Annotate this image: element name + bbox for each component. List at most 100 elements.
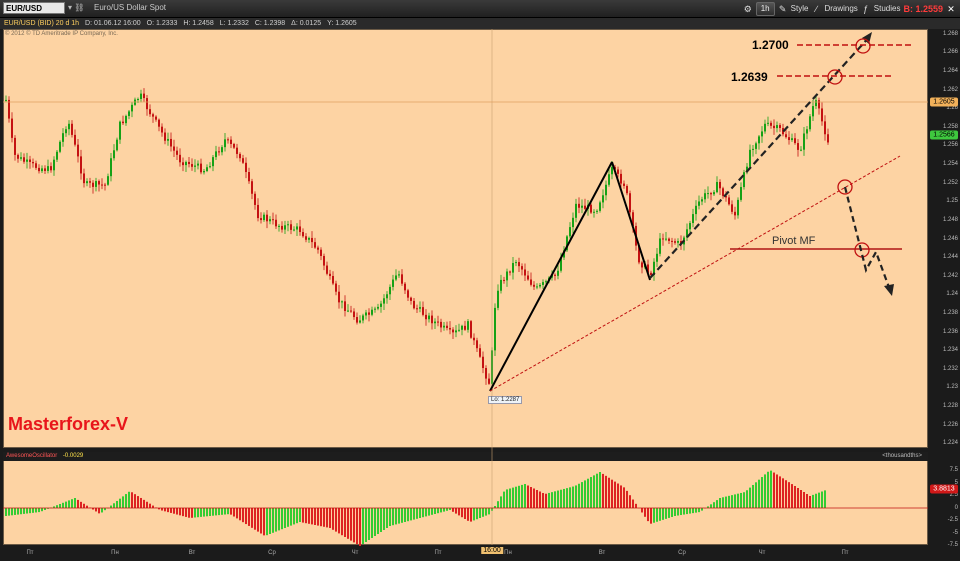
- oscillator-bar: [785, 480, 787, 508]
- candle-body: [689, 223, 691, 230]
- candle-body: [626, 185, 628, 194]
- candle-body: [71, 123, 73, 135]
- studies-icon[interactable]: ƒ: [863, 3, 869, 14]
- candle-body: [647, 264, 649, 273]
- oscillator-bar: [563, 488, 565, 508]
- oscillator-bar: [167, 508, 169, 513]
- candle-body: [116, 139, 118, 151]
- candle-body: [356, 317, 358, 323]
- candle-body: [140, 93, 142, 99]
- price-tick-label: 1.262: [942, 86, 958, 93]
- candle-body: [80, 156, 82, 174]
- oscillator-bar: [242, 508, 244, 523]
- oscillator-bar: [800, 490, 802, 508]
- oscillator-bar: [647, 508, 649, 522]
- price-tick-label: 1.226: [942, 421, 958, 428]
- oscillator-bar: [743, 492, 745, 508]
- oscillator-bar: [482, 508, 484, 517]
- time-axis[interactable]: Пт Пн Вт Ср Чт Пт Пн Вт Ср Чт Пт 16:00: [3, 546, 928, 561]
- oscillator-bar: [776, 474, 778, 508]
- oscillator-bar: [41, 508, 43, 512]
- candle-body: [731, 204, 733, 212]
- oscillator-name[interactable]: AwesomeOscillator: [6, 453, 58, 459]
- candle-body: [533, 284, 535, 287]
- oscillator-tick-label: -7.5: [947, 542, 958, 548]
- oscillator-bar: [20, 508, 22, 515]
- candle-body: [482, 356, 484, 369]
- candle-body: [275, 219, 277, 227]
- candle-body: [47, 166, 49, 171]
- oscillator-bar: [185, 508, 187, 517]
- candle-body: [764, 123, 766, 132]
- candle-body: [737, 199, 739, 216]
- candle-body: [125, 115, 127, 124]
- candle-body: [773, 125, 775, 129]
- candle-body: [53, 159, 55, 171]
- candle-body: [809, 116, 811, 130]
- candle-body: [98, 181, 100, 185]
- link-icon[interactable]: ⛓: [74, 3, 85, 12]
- timeframe-button[interactable]: 1h: [755, 1, 775, 16]
- candle-body: [41, 168, 43, 172]
- last-price-tag: 1.2566: [930, 130, 958, 140]
- oscillator-bar: [749, 487, 751, 508]
- drawings-button[interactable]: Drawings: [824, 4, 858, 13]
- candle-body: [398, 274, 400, 276]
- oscillator-bar: [404, 508, 406, 522]
- oscillator-bar: [470, 508, 472, 522]
- ohlc-infobar: EUR/USD (BID) 20 d 1h D: 01.06.12 16:00 …: [0, 18, 960, 29]
- oscillator-bar: [296, 508, 298, 524]
- oscillator-bar: [659, 508, 661, 521]
- style-button[interactable]: Style: [790, 4, 809, 13]
- style-icon[interactable]: ✎: [778, 3, 787, 14]
- oscillator-bar: [194, 508, 196, 518]
- candle-body: [107, 176, 109, 185]
- oscillator-bar: [158, 508, 160, 510]
- candle-body: [560, 257, 562, 271]
- candle-body: [191, 164, 193, 167]
- candle-body: [521, 266, 523, 270]
- studies-button[interactable]: Studies: [873, 4, 901, 13]
- candle-body: [473, 337, 475, 341]
- candle-body: [467, 321, 469, 330]
- oscillator-axis[interactable]: 7.5 5 2.5 0 -2.5 -5 -7.5: [929, 452, 960, 548]
- oscillator-bar: [164, 508, 166, 512]
- candle-body: [272, 219, 274, 221]
- oscillator-bar: [227, 508, 229, 515]
- close-icon[interactable]: ✕: [947, 3, 955, 14]
- oscillator-bar: [518, 485, 520, 508]
- candle-body: [314, 242, 316, 248]
- symbol-description: Euro/US Dollar Spot: [94, 3, 167, 12]
- time-tick-label: Пт: [841, 550, 849, 556]
- oscillator-bar: [545, 493, 547, 508]
- oscillator-bar: [818, 492, 820, 508]
- candle-body: [611, 167, 613, 175]
- dropdown-icon[interactable]: ▾: [68, 3, 73, 12]
- oscillator-bar: [452, 508, 454, 512]
- candle-body: [716, 181, 718, 193]
- candle-body: [29, 159, 31, 162]
- candle-body: [698, 201, 700, 206]
- oscillator-bar: [653, 508, 655, 523]
- settings-icon[interactable]: ⚙: [743, 3, 752, 14]
- oscillator-bar: [275, 508, 277, 532]
- symbol-link-icons[interactable]: ▾ ⛓: [68, 3, 84, 12]
- candle-body: [122, 121, 124, 124]
- candle-body: [308, 237, 310, 240]
- symbol-input[interactable]: EUR/USD: [3, 2, 65, 14]
- oscillator-bar: [131, 492, 133, 508]
- time-cursor-label: 16:00: [481, 547, 503, 554]
- price-chart-panel[interactable]: [3, 29, 928, 448]
- price-tick-label: 1.268: [942, 30, 958, 37]
- drawings-icon[interactable]: ∕: [815, 3, 818, 14]
- candle-body: [554, 274, 556, 276]
- candle-body: [413, 300, 415, 309]
- impulse-up-line: [489, 161, 613, 392]
- oscillator-bar: [425, 508, 427, 517]
- candle-body: [368, 312, 370, 315]
- oscillator-bar: [11, 508, 13, 516]
- oscillator-bar: [200, 508, 202, 517]
- candle-body: [344, 301, 346, 311]
- oscillator-bar: [524, 484, 526, 508]
- candle-body: [404, 283, 406, 291]
